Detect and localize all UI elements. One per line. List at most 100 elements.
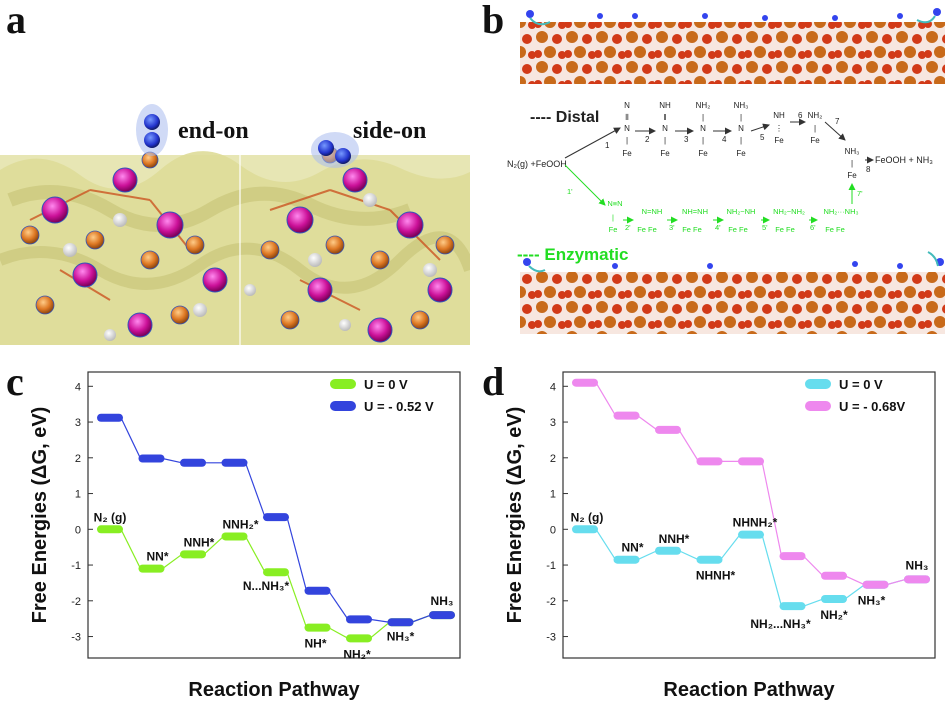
y-axis-label: Free Energies (ΔG, eV) (29, 407, 51, 624)
energy-level (696, 555, 723, 564)
svg-text:NH₂: NH₂ (808, 111, 823, 120)
svg-text:N=NH: N=NH (642, 207, 663, 216)
series-connector (120, 529, 142, 569)
series-connector (203, 536, 224, 555)
y-tick-label: -1 (546, 560, 556, 572)
distal-step-number: 3 (684, 135, 689, 144)
panel-letter-d: d (482, 359, 505, 404)
svg-text:N: N (624, 101, 630, 110)
series-connector (286, 572, 308, 628)
y-tick-label: 1 (550, 489, 556, 501)
y-tick-label: 4 (75, 381, 81, 393)
series-connector (162, 553, 183, 570)
svg-text:N: N (700, 124, 706, 133)
series-connector (678, 550, 699, 561)
energy-level (572, 525, 598, 534)
chart-d: 4 3 2 1 0 -1 -2 -3 Reaction Pathway Free Energies… (504, 371, 936, 701)
series-connector (803, 598, 824, 607)
enzymatic-step-number: 7' (857, 189, 863, 198)
state-label: NNH₂* (223, 517, 259, 531)
state-label: NH₃* (858, 594, 886, 608)
distal-step-number: 5 (760, 133, 765, 142)
svg-text:Fe Fe: Fe Fe (682, 225, 702, 234)
svg-text:Fe: Fe (622, 149, 632, 158)
svg-text:Fe Fe: Fe Fe (728, 225, 748, 234)
plot-frame (562, 371, 936, 659)
svg-text:⋮: ⋮ (775, 124, 783, 133)
state-label: NH₂* (820, 608, 848, 622)
svg-text:NH₂−NH: NH₂−NH (727, 207, 756, 216)
series-connector (761, 461, 783, 557)
enzymatic-step-number: 3' (669, 223, 675, 232)
panel-letter-c: c (6, 359, 24, 404)
y-tick-label: 4 (550, 381, 556, 393)
svg-text:N≡N: N≡N (607, 199, 622, 208)
energy-level (304, 586, 331, 595)
enzymatic-step-number: 1' (567, 187, 573, 196)
series-connector (761, 534, 783, 607)
y-tick-label: -2 (71, 596, 81, 608)
state-label: NH₃ (431, 594, 454, 608)
chart-c: 4 3 2 1 0 -1 -2 -3 Reaction Pathway Free Energies… (29, 371, 461, 701)
svg-text:Fe: Fe (810, 136, 820, 145)
svg-text:NH₂: NH₂ (696, 101, 711, 110)
svg-text:NH: NH (773, 111, 785, 120)
distal-step-number: 1 (605, 141, 610, 150)
energy-level (138, 564, 165, 573)
state-label: NN* (621, 541, 643, 555)
enzymatic-step-number: 2' (625, 223, 631, 232)
end-on-label: end-on (178, 118, 249, 144)
svg-text:Fe: Fe (736, 149, 746, 158)
state-label: NH₃* (387, 629, 415, 643)
top-slab (520, 22, 945, 84)
energy-level (180, 458, 206, 467)
svg-text:Fe Fe: Fe Fe (637, 225, 657, 234)
svg-text:|: | (664, 136, 666, 145)
panel-letter-b: b (482, 0, 505, 42)
svg-text:Fe: Fe (609, 225, 618, 234)
state-label: N₂ (g) (94, 510, 127, 524)
plot-frame (87, 371, 461, 659)
energy-level (346, 615, 372, 624)
energy-level (97, 525, 123, 534)
enzymatic-label: ---- Enzymatic (517, 245, 628, 264)
legend-entry: U = - 0.52 V (364, 399, 434, 414)
series-connector (637, 550, 658, 561)
energy-level (779, 602, 806, 611)
legend-entry: U = - 0.68V (839, 399, 905, 414)
state-label: NHNH₂* (733, 516, 778, 530)
series-connector (844, 575, 865, 586)
legend-swatch (330, 379, 356, 389)
product-label: FeOOH + NH₃ (875, 155, 933, 165)
series-connector (844, 584, 865, 600)
y-tick-label: 0 (550, 524, 556, 536)
reactant-label: N₂(g) +FeOOH (507, 159, 567, 169)
svg-text:Fe: Fe (847, 171, 857, 180)
series-connector (369, 618, 390, 623)
series-connector (637, 415, 658, 431)
svg-text:NH: NH (659, 101, 671, 110)
state-label: NNH* (659, 532, 690, 546)
svg-text:N: N (738, 124, 744, 133)
enzymatic-step-number: 6' (810, 223, 816, 232)
side-on-label: side-on (353, 118, 427, 144)
x-axis-label: Reaction Pathway (188, 679, 360, 701)
state-label: NH₂...NH₃* (750, 617, 811, 631)
svg-text:|: | (702, 136, 704, 145)
y-tick-label: 2 (550, 453, 556, 465)
energy-level (696, 457, 723, 466)
svg-text:Fe Fe: Fe Fe (775, 225, 795, 234)
state-label: NH₂* (343, 647, 371, 661)
y-tick-label: -2 (546, 596, 556, 608)
y-tick-label: 0 (75, 524, 81, 536)
state-label: NH₃ (906, 558, 929, 572)
svg-text:Fe Fe: Fe Fe (825, 225, 845, 234)
adsorption-render (0, 60, 470, 345)
series-connector (720, 534, 741, 561)
legend-entry: U = 0 V (364, 377, 408, 392)
svg-text:Fe: Fe (660, 149, 670, 158)
distal-step-number: 2 (645, 135, 650, 144)
y-tick-label: 1 (75, 489, 81, 501)
state-label: N₂ (g) (571, 510, 604, 524)
series-connector (286, 516, 308, 591)
